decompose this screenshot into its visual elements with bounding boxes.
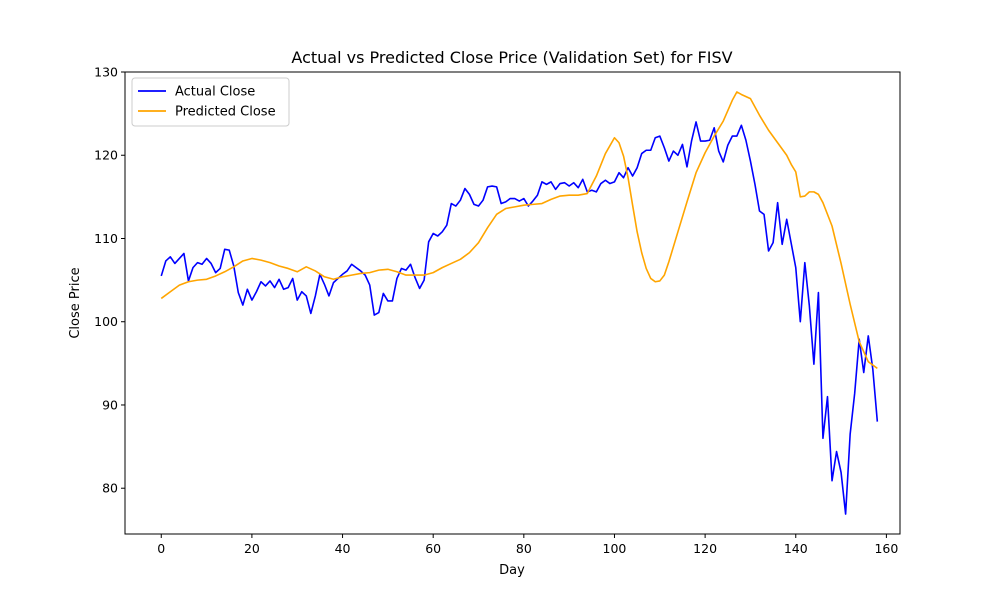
y-axis-title: Close Price <box>68 267 83 338</box>
y-tick-label: 120 <box>94 148 118 163</box>
y-tick-label: 100 <box>94 314 118 329</box>
y-tick-label: 90 <box>102 397 118 412</box>
y-tick-label: 130 <box>94 65 118 80</box>
x-tick-label: 100 <box>603 541 627 556</box>
plot-area <box>124 71 901 535</box>
series-line-actual-close <box>160 121 879 515</box>
y-axis: 80 90 100 110 120 130 <box>94 65 125 496</box>
x-tick-label: 80 <box>516 541 532 556</box>
legend-label: Predicted Close <box>175 105 276 120</box>
legend-label: Actual Close <box>175 85 255 100</box>
series-line-predicted-close <box>160 91 878 369</box>
plot-frame <box>124 71 901 535</box>
x-axis-title: Day <box>499 563 525 578</box>
legend-box <box>131 77 290 127</box>
x-tick-label: 160 <box>874 541 898 556</box>
chart-title: Actual vs Predicted Close Price (Validat… <box>291 48 732 67</box>
x-tick-label: 120 <box>693 541 717 556</box>
x-tick-label: 0 <box>157 541 165 556</box>
series-layer <box>160 91 879 515</box>
x-tick-label: 20 <box>244 541 260 556</box>
y-tick-label: 110 <box>94 231 118 246</box>
x-tick-label: 140 <box>784 541 808 556</box>
x-tick-label: 40 <box>335 541 351 556</box>
x-tick-label: 60 <box>425 541 441 556</box>
y-tick-label: 80 <box>102 481 118 496</box>
legend: Actual Close Predicted Close <box>131 77 290 127</box>
x-axis: 0 20 40 60 80 100 120 140 160 <box>157 534 898 556</box>
